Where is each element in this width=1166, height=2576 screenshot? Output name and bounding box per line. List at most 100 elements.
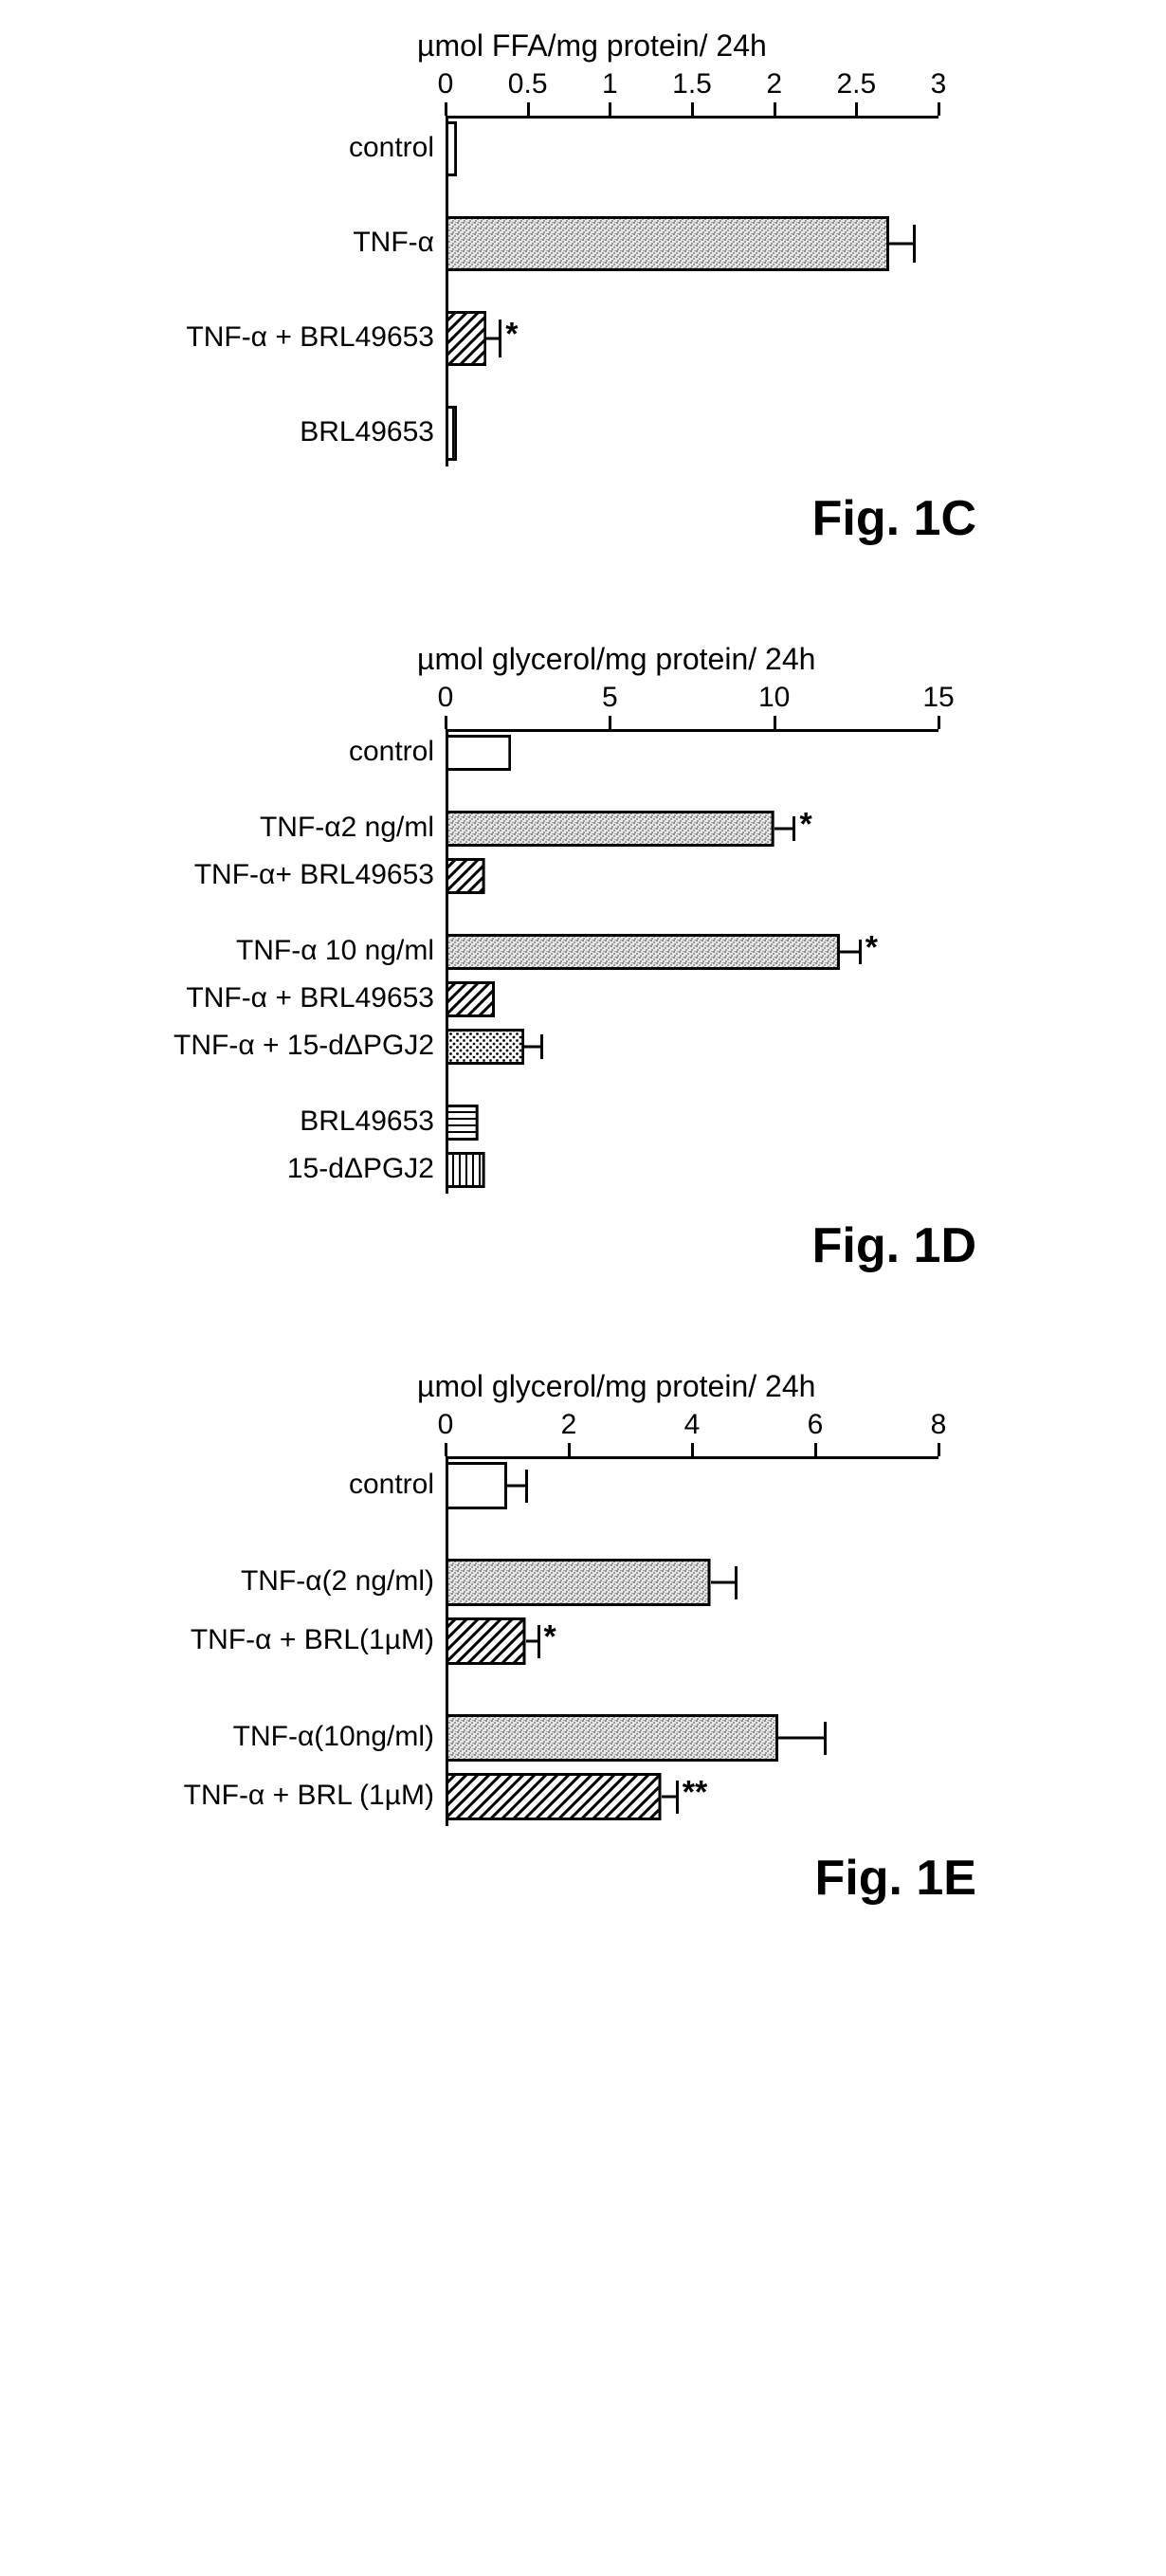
x-tick [445, 102, 447, 116]
bar-label: TNF-α 10 ng/ml [19, 935, 446, 967]
error-cap [676, 1781, 679, 1814]
bar-label: BRL49653 [19, 1105, 446, 1138]
x-tick-label: 0 [438, 682, 454, 714]
bar-label: TNF-α(10ng/ml) [19, 1721, 446, 1753]
significance-marker: ** [683, 1775, 707, 1812]
x-tick [691, 1443, 694, 1456]
bar-label: TNF-α + BRL49653 [19, 982, 446, 1014]
error-bar [662, 1796, 677, 1799]
bar-label: TNF-α+ BRL49653 [19, 859, 446, 891]
x-tick [938, 1443, 940, 1456]
bar-label: control [19, 132, 446, 164]
error-bar [889, 243, 914, 246]
x-tick-label: 8 [931, 1409, 947, 1441]
x-tick [691, 102, 694, 116]
bar-label: control [19, 736, 446, 768]
error-bar [840, 951, 860, 954]
error-cap [735, 1566, 738, 1599]
bar [446, 1152, 485, 1188]
error-bar [524, 1046, 540, 1049]
x-tick-label: 15 [922, 682, 954, 714]
bar [446, 1029, 524, 1065]
x-tick [814, 1443, 817, 1456]
error-bar [486, 338, 500, 340]
bar [446, 1714, 778, 1762]
figure-label: Fig. 1C [19, 490, 976, 547]
bar [446, 311, 486, 366]
x-axis [446, 1456, 938, 1459]
fig1d: µmol glycerol/mg protein/ 24h 0 5 10 15 contr… [19, 642, 1147, 1274]
bar-label: TNF-α2 ng/ml [19, 812, 446, 844]
error-bar [711, 1581, 736, 1584]
figure-label: Fig. 1D [19, 1217, 976, 1274]
bar [446, 981, 495, 1017]
fig1c: µmol FFA/mg protein/ 24h 0 0.5 1 1.5 2 2.5 3 con… [19, 28, 1147, 547]
bar [446, 1773, 662, 1820]
significance-marker: * [799, 807, 811, 844]
x-tick [938, 102, 940, 116]
bar [446, 121, 457, 176]
x-tick-label: 6 [808, 1409, 824, 1441]
x-axis [446, 729, 938, 732]
chart-title: µmol glycerol/mg protein/ 24h [417, 642, 1024, 677]
significance-marker: * [865, 930, 878, 967]
bar-label: TNF-α + BRL(1µM) [19, 1624, 446, 1656]
error-cap [540, 1034, 543, 1060]
error-bar [507, 1485, 526, 1488]
significance-marker: * [505, 317, 518, 354]
significance-marker: * [544, 1619, 556, 1656]
x-tick [938, 716, 940, 729]
x-tick-label: 2.5 [836, 68, 876, 100]
error-cap [537, 1625, 540, 1658]
x-tick-label: 0 [438, 1409, 454, 1441]
bar [446, 1105, 479, 1141]
x-tick [774, 716, 776, 729]
figure-label: Fig. 1E [19, 1850, 976, 1907]
bar [446, 811, 774, 847]
x-tick-label: 1.5 [672, 68, 712, 100]
bar-label: 15-dΔPGJ2 [19, 1153, 446, 1185]
bar-label: TNF-α + BRL49653 [19, 321, 446, 354]
bar-label: TNF-α + BRL (1µM) [19, 1780, 446, 1812]
bar [446, 216, 889, 271]
bar-label: BRL49653 [19, 416, 446, 448]
x-tick [445, 716, 447, 729]
chart-title: µmol glycerol/mg protein/ 24h [417, 1369, 1024, 1404]
error-cap [824, 1722, 827, 1755]
x-tick-label: 5 [602, 682, 618, 714]
bar [446, 1462, 507, 1509]
x-tick [609, 102, 611, 116]
x-tick-label: 0 [438, 68, 454, 100]
error-bar [774, 828, 794, 831]
bar-label: TNF-α(2 ng/ml) [19, 1565, 446, 1598]
x-tick-label: 0.5 [508, 68, 548, 100]
x-tick [445, 1443, 447, 1456]
x-tick [855, 102, 858, 116]
x-tick-label: 1 [602, 68, 618, 100]
error-cap [793, 816, 795, 842]
error-cap [913, 225, 916, 264]
x-tick-label: 2 [766, 68, 782, 100]
x-tick-label: 2 [561, 1409, 577, 1441]
error-cap [499, 320, 501, 358]
error-cap [859, 940, 862, 965]
x-tick-label: 4 [684, 1409, 701, 1441]
bar [446, 406, 457, 461]
bar [446, 735, 511, 771]
bar-label: TNF-α [19, 227, 446, 259]
x-axis [446, 116, 938, 119]
x-tick-label: 10 [758, 682, 790, 714]
bar [446, 1617, 526, 1665]
error-bar [778, 1737, 825, 1740]
x-tick [609, 716, 611, 729]
bar [446, 934, 840, 970]
bar-label: TNF-α + 15-dΔPGJ2 [19, 1030, 446, 1062]
x-tick-label: 3 [931, 68, 947, 100]
x-tick [774, 102, 776, 116]
error-cap [525, 1470, 528, 1503]
chart-title: µmol FFA/mg protein/ 24h [417, 28, 1024, 64]
bar [446, 858, 485, 894]
fig1e: µmol glycerol/mg protein/ 24h 0 2 4 6 8 contro… [19, 1369, 1147, 1907]
x-tick [568, 1443, 571, 1456]
bar-label: control [19, 1469, 446, 1501]
